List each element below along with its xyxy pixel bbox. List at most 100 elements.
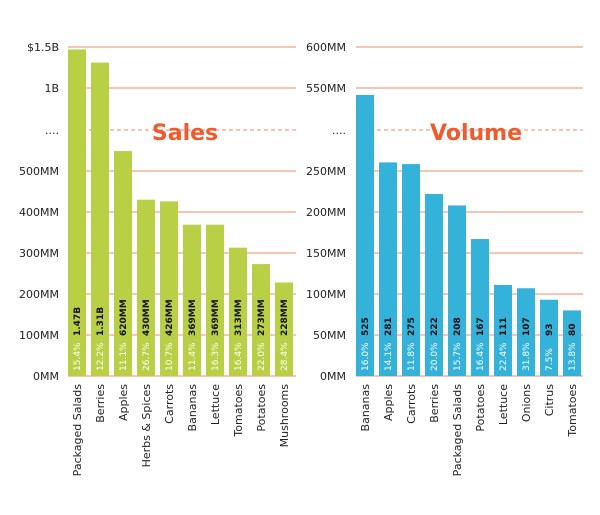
- volume-bar: [517, 288, 535, 376]
- volume-pct-label: 7.5%: [545, 348, 555, 371]
- volume-category-label: Bananas: [359, 384, 372, 432]
- sales-category-label: Lettuce: [209, 384, 222, 425]
- sales-y-tick-label: 1B: [44, 82, 59, 95]
- sales-value-label: 1.47B: [73, 307, 83, 336]
- sales-value-label: 228MM: [280, 299, 290, 336]
- volume-bar: [402, 164, 420, 376]
- volume-pct-label: 16.0%: [361, 342, 371, 371]
- sales-bar: [91, 62, 109, 376]
- sales-bar: [114, 151, 132, 376]
- volume-value-label: 167: [476, 317, 486, 336]
- sales-value-label: 369MM: [188, 299, 198, 336]
- volume-bar: [540, 299, 558, 376]
- volume-pct-label: 13.8%: [568, 342, 578, 371]
- volume-value-label: 275: [407, 317, 417, 336]
- sales-y-tick-label: 200MM: [19, 288, 59, 301]
- volume-value-label: 111: [499, 317, 509, 336]
- sales-pct-label: 26.7%: [142, 342, 152, 371]
- volume-value-label: 93: [545, 323, 555, 336]
- volume-bar: [471, 239, 489, 376]
- sales-y-tick-label: 300MM: [19, 247, 59, 260]
- sales-bar: [137, 199, 155, 376]
- sales-category-label: Bananas: [186, 384, 199, 432]
- sales-bar: [252, 264, 270, 376]
- sales-value-label: 426MM: [165, 299, 175, 336]
- sales-category-label: Berries: [94, 384, 107, 423]
- volume-bar: [379, 162, 397, 376]
- sales-value-label: 430MM: [142, 299, 152, 336]
- sales-category-label: Apples: [117, 384, 130, 421]
- volume-y-tick-label: 100MM: [306, 288, 346, 301]
- volume-pct-label: 14.1%: [384, 342, 394, 371]
- sales-category-label: Packaged Salads: [71, 384, 84, 477]
- sales-chart: 0MM 100MM 200MM 300MM 400MM 500MM.... 1B $1.5B 1…: [19, 41, 296, 476]
- volume-value-label: 80: [568, 323, 578, 336]
- volume-value-label: 208: [453, 317, 463, 336]
- sales-y-tick-label: 500MM: [19, 165, 59, 178]
- volume-y-tick-label: 150MM: [306, 247, 346, 260]
- sales-bar: [206, 224, 224, 376]
- sales-value-label: 369MM: [211, 299, 221, 336]
- volume-category-label: Lettuce: [497, 384, 510, 425]
- volume-category-label: Potatoes: [474, 384, 487, 432]
- sales-value-label: 273MM: [257, 299, 267, 336]
- volume-category-label: Onions: [520, 384, 533, 422]
- volume-y-tick-label: 0MM: [320, 370, 346, 383]
- sales-value-label: 1.31B: [96, 307, 106, 336]
- sales-pct-label: 11.4%: [188, 342, 198, 371]
- volume-category-label: Carrots: [405, 384, 418, 424]
- volume-y-tick-label: ....: [332, 124, 346, 137]
- sales-category-label: Mushrooms: [278, 384, 291, 448]
- sales-pct-label: 10.7%: [165, 342, 175, 371]
- volume-category-label: Apples: [382, 384, 395, 421]
- volume-y-tick-label: 250MM: [306, 165, 346, 178]
- sales-category-label: Herbs & Spices: [140, 384, 153, 468]
- sales-bar: [275, 282, 293, 376]
- volume-category-label: Citrus: [543, 384, 556, 417]
- volume-value-label: 222: [430, 317, 440, 336]
- volume-y-tick-label: 50MM: [313, 329, 346, 342]
- sales-pct-label: 28.4%: [280, 342, 290, 371]
- sales-category-label: Carrots: [163, 384, 176, 424]
- volume-y-tick-label: 600MM: [306, 41, 346, 54]
- volume-pct-label: 11.8%: [407, 342, 417, 371]
- volume-bar: [563, 310, 581, 376]
- volume-chart-title: Volume: [430, 121, 522, 146]
- sales-y-tick-label: 0MM: [33, 370, 59, 383]
- sales-bar: [229, 247, 247, 376]
- sales-y-tick-label: 100MM: [19, 329, 59, 342]
- sales-y-tick-label: 400MM: [19, 206, 59, 219]
- sales-pct-label: 22.0%: [257, 342, 267, 371]
- volume-bar: [356, 94, 374, 377]
- sales-pct-label: 15.4%: [73, 342, 83, 371]
- sales-chart-title: Sales: [152, 121, 218, 146]
- volume-bar: [448, 205, 466, 376]
- sales-y-tick-label: $1.5B: [27, 41, 59, 54]
- volume-bar: [425, 193, 443, 376]
- volume-pct-label: 31.8%: [522, 342, 532, 371]
- sales-bar: [160, 201, 178, 376]
- volume-pct-label: 22.4%: [499, 342, 509, 371]
- volume-pct-label: 15.7%: [453, 342, 463, 371]
- sales-category-label: Potatoes: [255, 384, 268, 432]
- sales-pct-label: 16.3%: [211, 342, 221, 371]
- sales-pct-label: 11.1%: [119, 342, 129, 371]
- volume-y-tick-label: 550MM: [306, 82, 346, 95]
- sales-category-label: Tomatoes: [232, 384, 245, 438]
- volume-pct-label: 16.4%: [476, 342, 486, 371]
- volume-value-label: 107: [522, 317, 532, 336]
- sales-bar: [183, 224, 201, 376]
- volume-category-label: Tomatoes: [566, 384, 579, 438]
- volume-pct-label: 20.0%: [430, 342, 440, 371]
- volume-category-label: Berries: [428, 384, 441, 423]
- sales-pct-label: 16.4%: [234, 342, 244, 371]
- sales-value-label: 313MM: [234, 299, 244, 336]
- sales-pct-label: 12.2%: [96, 342, 106, 371]
- sales-y-tick-label: ....: [45, 124, 59, 137]
- volume-bar: [494, 284, 512, 376]
- volume-value-label: 525: [361, 317, 371, 336]
- volume-category-label: Packaged Salads: [451, 384, 464, 477]
- sales-value-label: 620MM: [119, 299, 129, 336]
- volume-chart: 0MM 50MM 100MM 150MM 200MM 250MM.... 550MM 600M…: [306, 41, 583, 476]
